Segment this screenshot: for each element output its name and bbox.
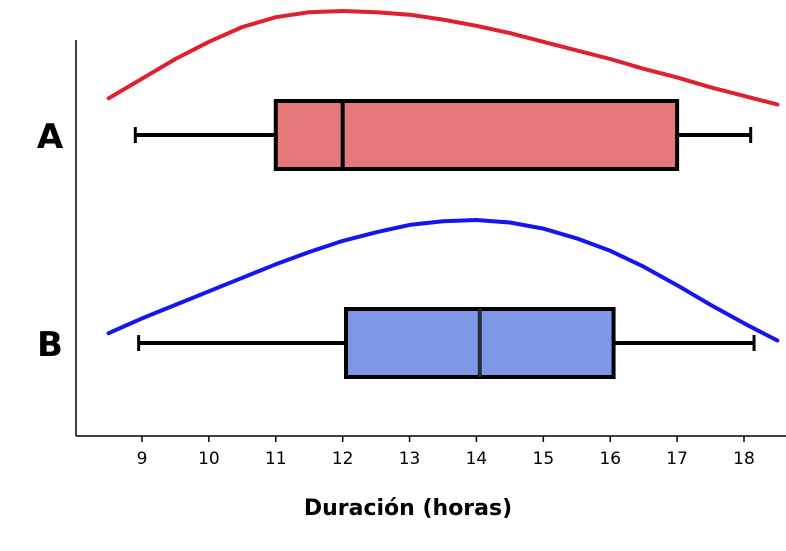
x-tick-label: 10 [198,449,220,469]
x-tick-label: 18 [733,449,755,469]
x-tick-label: 16 [599,449,621,469]
x-tick-label: 15 [533,449,555,469]
density-curve [106,218,780,343]
x-axis-ticks: 9 10 11 12 13 14 15 16 17 18 [137,436,755,469]
category-label: A [37,117,64,157]
x-tick-label: 11 [265,449,287,469]
x-tick-label: 17 [666,449,688,469]
x-tick-label: 13 [399,449,421,469]
density-curve [106,9,780,107]
series-A: A [37,9,780,171]
series-B: B [37,218,780,379]
x-tick-label: 9 [137,449,148,469]
x-tick-label: 14 [466,449,488,469]
x-tick-label: 12 [332,449,354,469]
category-label: B [37,325,63,365]
box-iqr [273,99,680,171]
plot-area: AB [37,9,780,379]
x-axis-title: Duración (horas) [304,496,512,521]
